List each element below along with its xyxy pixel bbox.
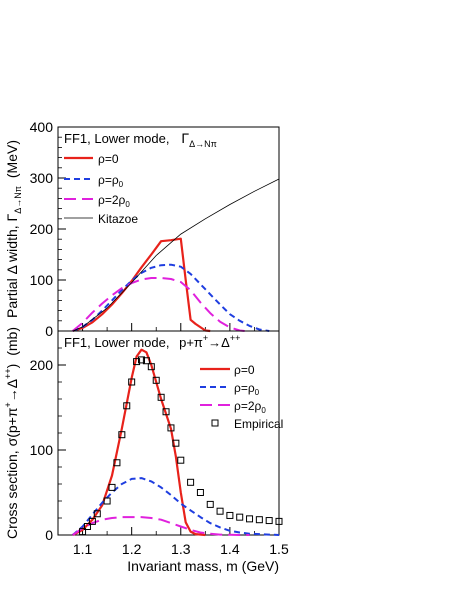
empirical-point xyxy=(275,517,283,525)
empirical-point xyxy=(118,431,126,439)
bottom-y-axis-label: Cross section, σ(p+π+→Δ++) (mb) xyxy=(3,327,20,539)
empirical-point xyxy=(177,456,185,464)
series-line-2 xyxy=(72,516,250,536)
empirical-point xyxy=(128,378,136,386)
y-tick-label: 0 xyxy=(45,527,53,543)
x-tick-label: 1.5 xyxy=(269,541,289,557)
empirical-point xyxy=(123,402,131,410)
empirical-point xyxy=(172,439,180,447)
empirical-point xyxy=(83,523,91,530)
empirical-point xyxy=(147,363,155,371)
legend-entry: Kitazoe xyxy=(98,212,138,226)
empirical-point xyxy=(88,517,96,525)
empirical-point xyxy=(265,517,273,525)
x-tick-label: 1.3 xyxy=(171,541,191,557)
legend-entry: ρ=ρ0 xyxy=(98,173,124,189)
top-panel: 0 100 200 300 400 FF1, Lower mode, ΓΔ→Nπ ρ=0 ρ=… xyxy=(4,119,280,339)
x-tick-label: 1.2 xyxy=(122,541,142,557)
empirical-point xyxy=(196,489,204,496)
empirical-point xyxy=(142,357,150,365)
legend-entry: ρ=2ρ0 xyxy=(234,399,266,415)
x-tick-label: 1.1 xyxy=(73,541,93,557)
top-y-axis-label: Partial Δ width, ΓΔ→Nπ (MeV) xyxy=(4,140,23,318)
legend-swatch xyxy=(211,419,219,427)
series-line-0 xyxy=(72,237,211,333)
panel-annotation: FF1, Lower mode, ΓΔ→Nπ xyxy=(64,130,217,149)
series-line-1 xyxy=(72,477,280,536)
y-tick-label: 400 xyxy=(30,119,54,135)
empirical-point xyxy=(236,513,244,521)
empirical-point xyxy=(255,516,263,524)
x-axis-label: Invariant mass, m (GeV) xyxy=(127,558,279,574)
y-tick-label: 300 xyxy=(30,170,54,186)
series-line-2 xyxy=(72,277,245,332)
empirical-point xyxy=(108,483,116,491)
bottom-panel: 0 100 200 1.1 1.2 1.3 1.4 1.5 FF1, Lower mode, p… xyxy=(3,327,289,574)
empirical-point xyxy=(246,515,254,523)
empirical-point xyxy=(187,478,195,486)
legend-entry: ρ=2ρ0 xyxy=(98,193,130,209)
panel-annotation: FF1, Lower mode, p+π+→Δ++ xyxy=(64,333,240,350)
series-line-1 xyxy=(72,263,270,332)
empirical-point xyxy=(157,393,165,401)
legend-entry: ρ=0 xyxy=(98,152,119,166)
x-tick-label: 1.4 xyxy=(220,541,240,557)
y-tick-label: 100 xyxy=(30,442,54,458)
empirical-point xyxy=(152,376,160,384)
legend-entry: Empirical xyxy=(234,417,283,431)
y-tick-label: 200 xyxy=(30,357,54,373)
empirical-point xyxy=(167,424,175,432)
empirical-point xyxy=(206,500,214,508)
empirical-point xyxy=(162,408,170,416)
y-tick-label: 0 xyxy=(45,323,53,339)
empirical-point xyxy=(79,528,87,536)
y-tick-label: 200 xyxy=(30,221,54,237)
legend-entry: ρ=0 xyxy=(234,363,255,377)
empirical-point xyxy=(113,459,121,467)
empirical-point xyxy=(137,356,145,364)
y-tick-label: 100 xyxy=(30,272,54,288)
bottom-plot-frame xyxy=(57,330,280,536)
empirical-point xyxy=(216,507,224,515)
empirical-point xyxy=(133,358,141,366)
empirical-point xyxy=(103,497,111,505)
series-line-3 xyxy=(72,178,280,332)
empirical-point xyxy=(226,511,234,519)
empirical-point xyxy=(93,510,101,518)
legend-entry: ρ=ρ0 xyxy=(234,381,260,397)
